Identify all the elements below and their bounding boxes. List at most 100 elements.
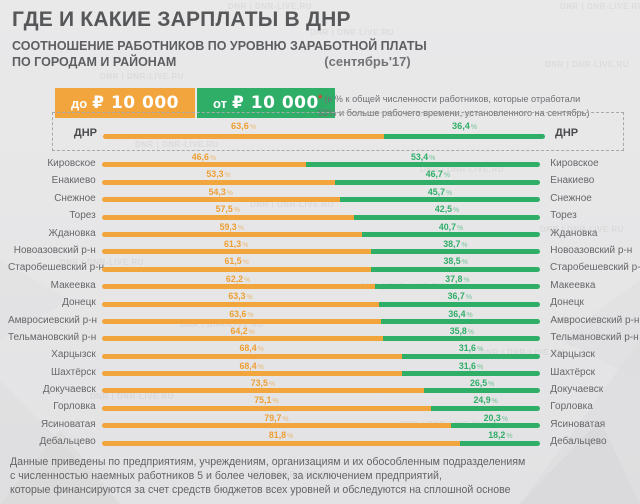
segment-above	[361, 231, 541, 237]
row-label-right: Ясиноватая	[550, 418, 606, 430]
row-label-left: ДНР	[73, 127, 97, 139]
page-title: ГДЕ И КАКИЕ ЗАРПЛАТЫ В ДНР	[12, 8, 351, 31]
chart-row: Кировское 46,6% 53,4% Кировское	[0, 152, 640, 170]
diverging-bar	[101, 353, 541, 359]
value-above: 20,3%	[483, 412, 508, 423]
value-below: 53,3%	[206, 169, 231, 180]
value-below: 59,3%	[219, 221, 244, 232]
bar-area: 46,6% 53,4%	[101, 152, 541, 170]
chart-row: Енакиево 53,3% 46,7% Енакиево	[0, 169, 640, 187]
footnote-line1: (в % к общей численности работников, кот…	[324, 94, 581, 104]
bar-area: 62,2% 37,8%	[101, 273, 541, 292]
value-above: 53,4%	[411, 152, 436, 162]
row-label-left: Шахтёрск	[51, 366, 96, 378]
legend-badge-above: от ₽ 10 000	[197, 88, 335, 118]
bar-area: 63,6% 36,4%	[103, 119, 545, 145]
value-above: 36,7%	[447, 291, 472, 302]
value-above: 38,7%	[443, 238, 468, 249]
value-below: 68,4%	[239, 343, 264, 354]
row-label-left: Ждановка	[48, 227, 96, 239]
chart-row: Старобешевский р-н 61,5% 38,5% Старобешевск…	[0, 256, 640, 274]
segment-above	[424, 388, 541, 394]
row-label-right: Торез	[550, 210, 577, 222]
bar-area: 68,4% 31,6%	[101, 343, 541, 361]
value-above: 37,8%	[445, 273, 470, 284]
diverging-bar	[101, 388, 541, 394]
bar-area: 75,1% 24,9%	[101, 395, 541, 413]
legend: до ₽ 10 000 от ₽ 10 000	[55, 88, 335, 118]
diverging-bar	[101, 423, 541, 429]
value-below: 61,3%	[223, 238, 249, 249]
row-label-right: Донецк	[550, 297, 584, 309]
value-below: 79,7%	[264, 412, 289, 423]
segment-above	[431, 405, 541, 411]
row-label-right: Енакиево	[550, 175, 595, 187]
value-above: 38,5%	[443, 256, 468, 267]
bar-area: 73,5% 26,5%	[101, 378, 541, 396]
value-above: 26,5%	[469, 378, 495, 389]
segment-above	[384, 134, 545, 139]
bar-area: 57,5% 42,5%	[101, 204, 541, 222]
segment-below	[101, 162, 307, 168]
bar-area: 61,5% 38,5%	[102, 256, 540, 274]
row-label-left: Харцызск	[51, 349, 96, 361]
value-above: 36,4%	[451, 121, 478, 131]
row-label-left: Новоазовский р-н	[13, 244, 96, 256]
chart-row: Ясиноватая 79,7% 20,3% Ясиноватая	[0, 412, 640, 431]
chart-row: Торез 57,5% 42,5% Торез	[0, 204, 640, 222]
value-above: 45,7%	[427, 186, 453, 197]
segment-above	[451, 423, 541, 429]
segment-above	[380, 318, 541, 324]
chart-row: Докучаевск 73,5% 26,5% Докучаевск	[0, 378, 640, 396]
legend-below-amount: ₽ 10 000	[92, 93, 180, 113]
diverging-bar	[102, 336, 541, 342]
segment-below	[102, 266, 372, 272]
chart-row: Тельмановский р-н 64,2% 35,8% Тельмановский…	[0, 326, 640, 344]
value-above: 31,6%	[458, 360, 484, 371]
segment-above	[306, 162, 541, 168]
bar-area: 81,8% 18,2%	[101, 430, 541, 448]
segment-below	[101, 249, 371, 255]
segment-below	[101, 197, 340, 203]
diverging-bar	[101, 301, 541, 307]
value-below: 57,5%	[215, 204, 240, 215]
segment-below	[101, 284, 375, 290]
segment-below	[101, 440, 461, 446]
chart-rows: Кировское 46,6% 53,4% Кировское Енакиево 53,3…	[0, 152, 640, 449]
diverging-bar	[101, 371, 541, 377]
dnr-summary-box: ДНР 63,6% 36,4% ДНР	[52, 112, 624, 151]
footer-line1: Данные приведены по предприятиям, учрежд…	[10, 456, 526, 468]
row-label-left: Енакиево	[51, 175, 96, 187]
value-above: 31,6%	[458, 343, 484, 354]
row-label-left: Торез	[69, 210, 96, 222]
row-label-left: Кировское	[47, 158, 96, 169]
value-above: 24,9%	[473, 395, 498, 406]
diverging-bar	[101, 249, 541, 255]
segment-below	[101, 405, 432, 411]
chart-row: Шахтёрск 68,4% 31,6% Шахтёрск	[0, 360, 640, 379]
segment-below	[101, 371, 402, 377]
value-below: 46,6%	[191, 152, 217, 162]
row-label-right: ДНР	[555, 127, 579, 139]
segment-below	[101, 388, 425, 394]
row-label-right: Горловка	[550, 401, 593, 413]
bar-area: 59,3% 40,7%	[101, 221, 541, 240]
value-above: 42,5%	[434, 204, 460, 215]
diverging-bar	[101, 179, 541, 185]
chart-row: Снежное 54,3% 45,7% Снежное	[0, 186, 640, 205]
segment-below	[101, 179, 336, 185]
subtitle-line2: ПО ГОРОДАМ И РАЙОНАМ	[12, 55, 177, 70]
row-label-right: Амвросиевский р-н	[550, 314, 640, 326]
legend-above-amount: ₽ 10 000	[232, 93, 319, 113]
diverging-bar	[101, 197, 541, 203]
subtitle-line1: СООТНОШЕНИЕ РАБОТНИКОВ ПО УРОВНЮ ЗАРАБОТ…	[12, 39, 427, 53]
row-label-left: Горловка	[53, 401, 96, 413]
segment-below	[103, 134, 385, 139]
value-below: 73,5%	[250, 378, 276, 389]
date-label: (сентябрь'17)	[324, 54, 411, 70]
diverging-bar	[101, 214, 541, 220]
legend-above-prefix: от	[213, 95, 227, 111]
footer-line3: которые финансируются за счет средств бю…	[10, 483, 511, 496]
subtitle: СООТНОШЕНИЕ РАБОТНИКОВ ПО УРОВНЮ ЗАРАБОТ…	[12, 38, 632, 71]
